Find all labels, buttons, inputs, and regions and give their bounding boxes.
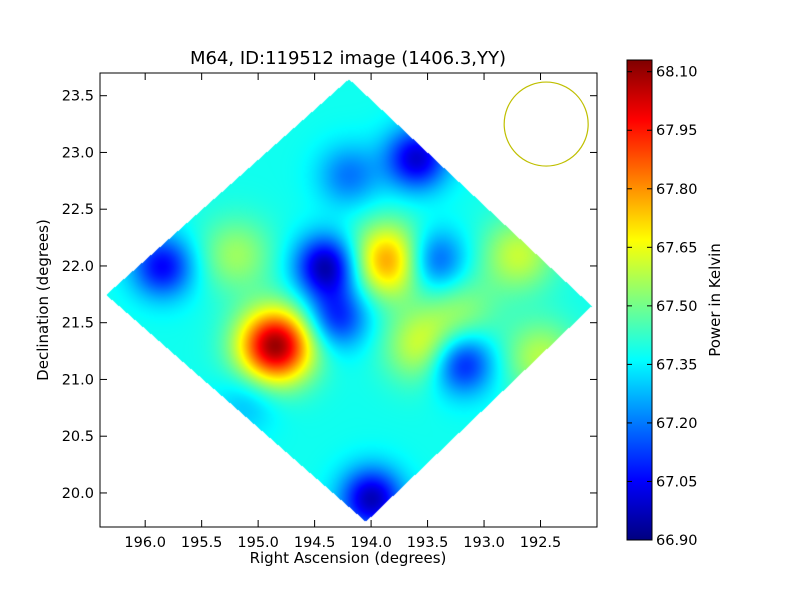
colorbar-tick-label: 67.65 [656,240,698,256]
x-tick-label: 194.0 [350,535,392,551]
heatmap-image [100,73,597,527]
x-tick-label: 193.0 [463,535,505,551]
x-tick-label: 195.0 [237,535,279,551]
colorbar-tick-label: 67.80 [656,182,698,198]
colorbar-label: Power in Kelvin [706,243,724,357]
plot-area [100,73,597,527]
x-tick-label: 196.0 [124,535,166,551]
y-tick-label: 21.0 [62,372,94,388]
chart-title: M64, ID:119512 image (1406.3,YY) [190,48,506,69]
y-tick-label: 23.5 [62,89,94,105]
colorbar-tick-label: 67.05 [656,474,698,490]
colorbar-tick-label: 68.10 [656,65,698,81]
x-tick-label: 194.5 [294,535,336,551]
colorbar-axis: 66.90 67.05 67.20 67.35 67.50 67.65 67.80 67.95… [627,65,698,549]
x-axis-label: Right Ascension (degrees) [250,549,447,567]
beam-circle [503,81,589,167]
colorbar-tick-label: 67.20 [656,416,698,432]
plot-frame [99,72,598,528]
x-tick-label: 192.5 [520,535,562,551]
y-tick-label: 23.0 [62,145,94,161]
x-axis: 196.0 195.5 195.0 194.5 194.0 193.5 193.0 192.5 [124,73,561,551]
colorbar-tick-label: 67.35 [656,357,698,373]
y-axis-label: Declination (degrees) [34,219,52,381]
colorbar-tick-label: 67.95 [656,123,698,139]
y-tick-label: 21.5 [62,316,94,332]
y-tick-label: 20.5 [62,429,94,445]
y-axis: 20.0 20.5 21.0 21.5 22.0 22.5 23.0 23.5 [62,89,597,502]
y-tick-label: 22.0 [62,259,94,275]
x-tick-label: 195.5 [181,535,223,551]
colorbar-tick-label: 66.90 [656,533,698,549]
x-tick-label: 193.5 [407,535,449,551]
colorbar-tick-label: 67.50 [656,299,698,315]
y-tick-label: 20.0 [62,486,94,502]
y-tick-label: 22.5 [62,202,94,218]
colorbar [626,59,653,541]
